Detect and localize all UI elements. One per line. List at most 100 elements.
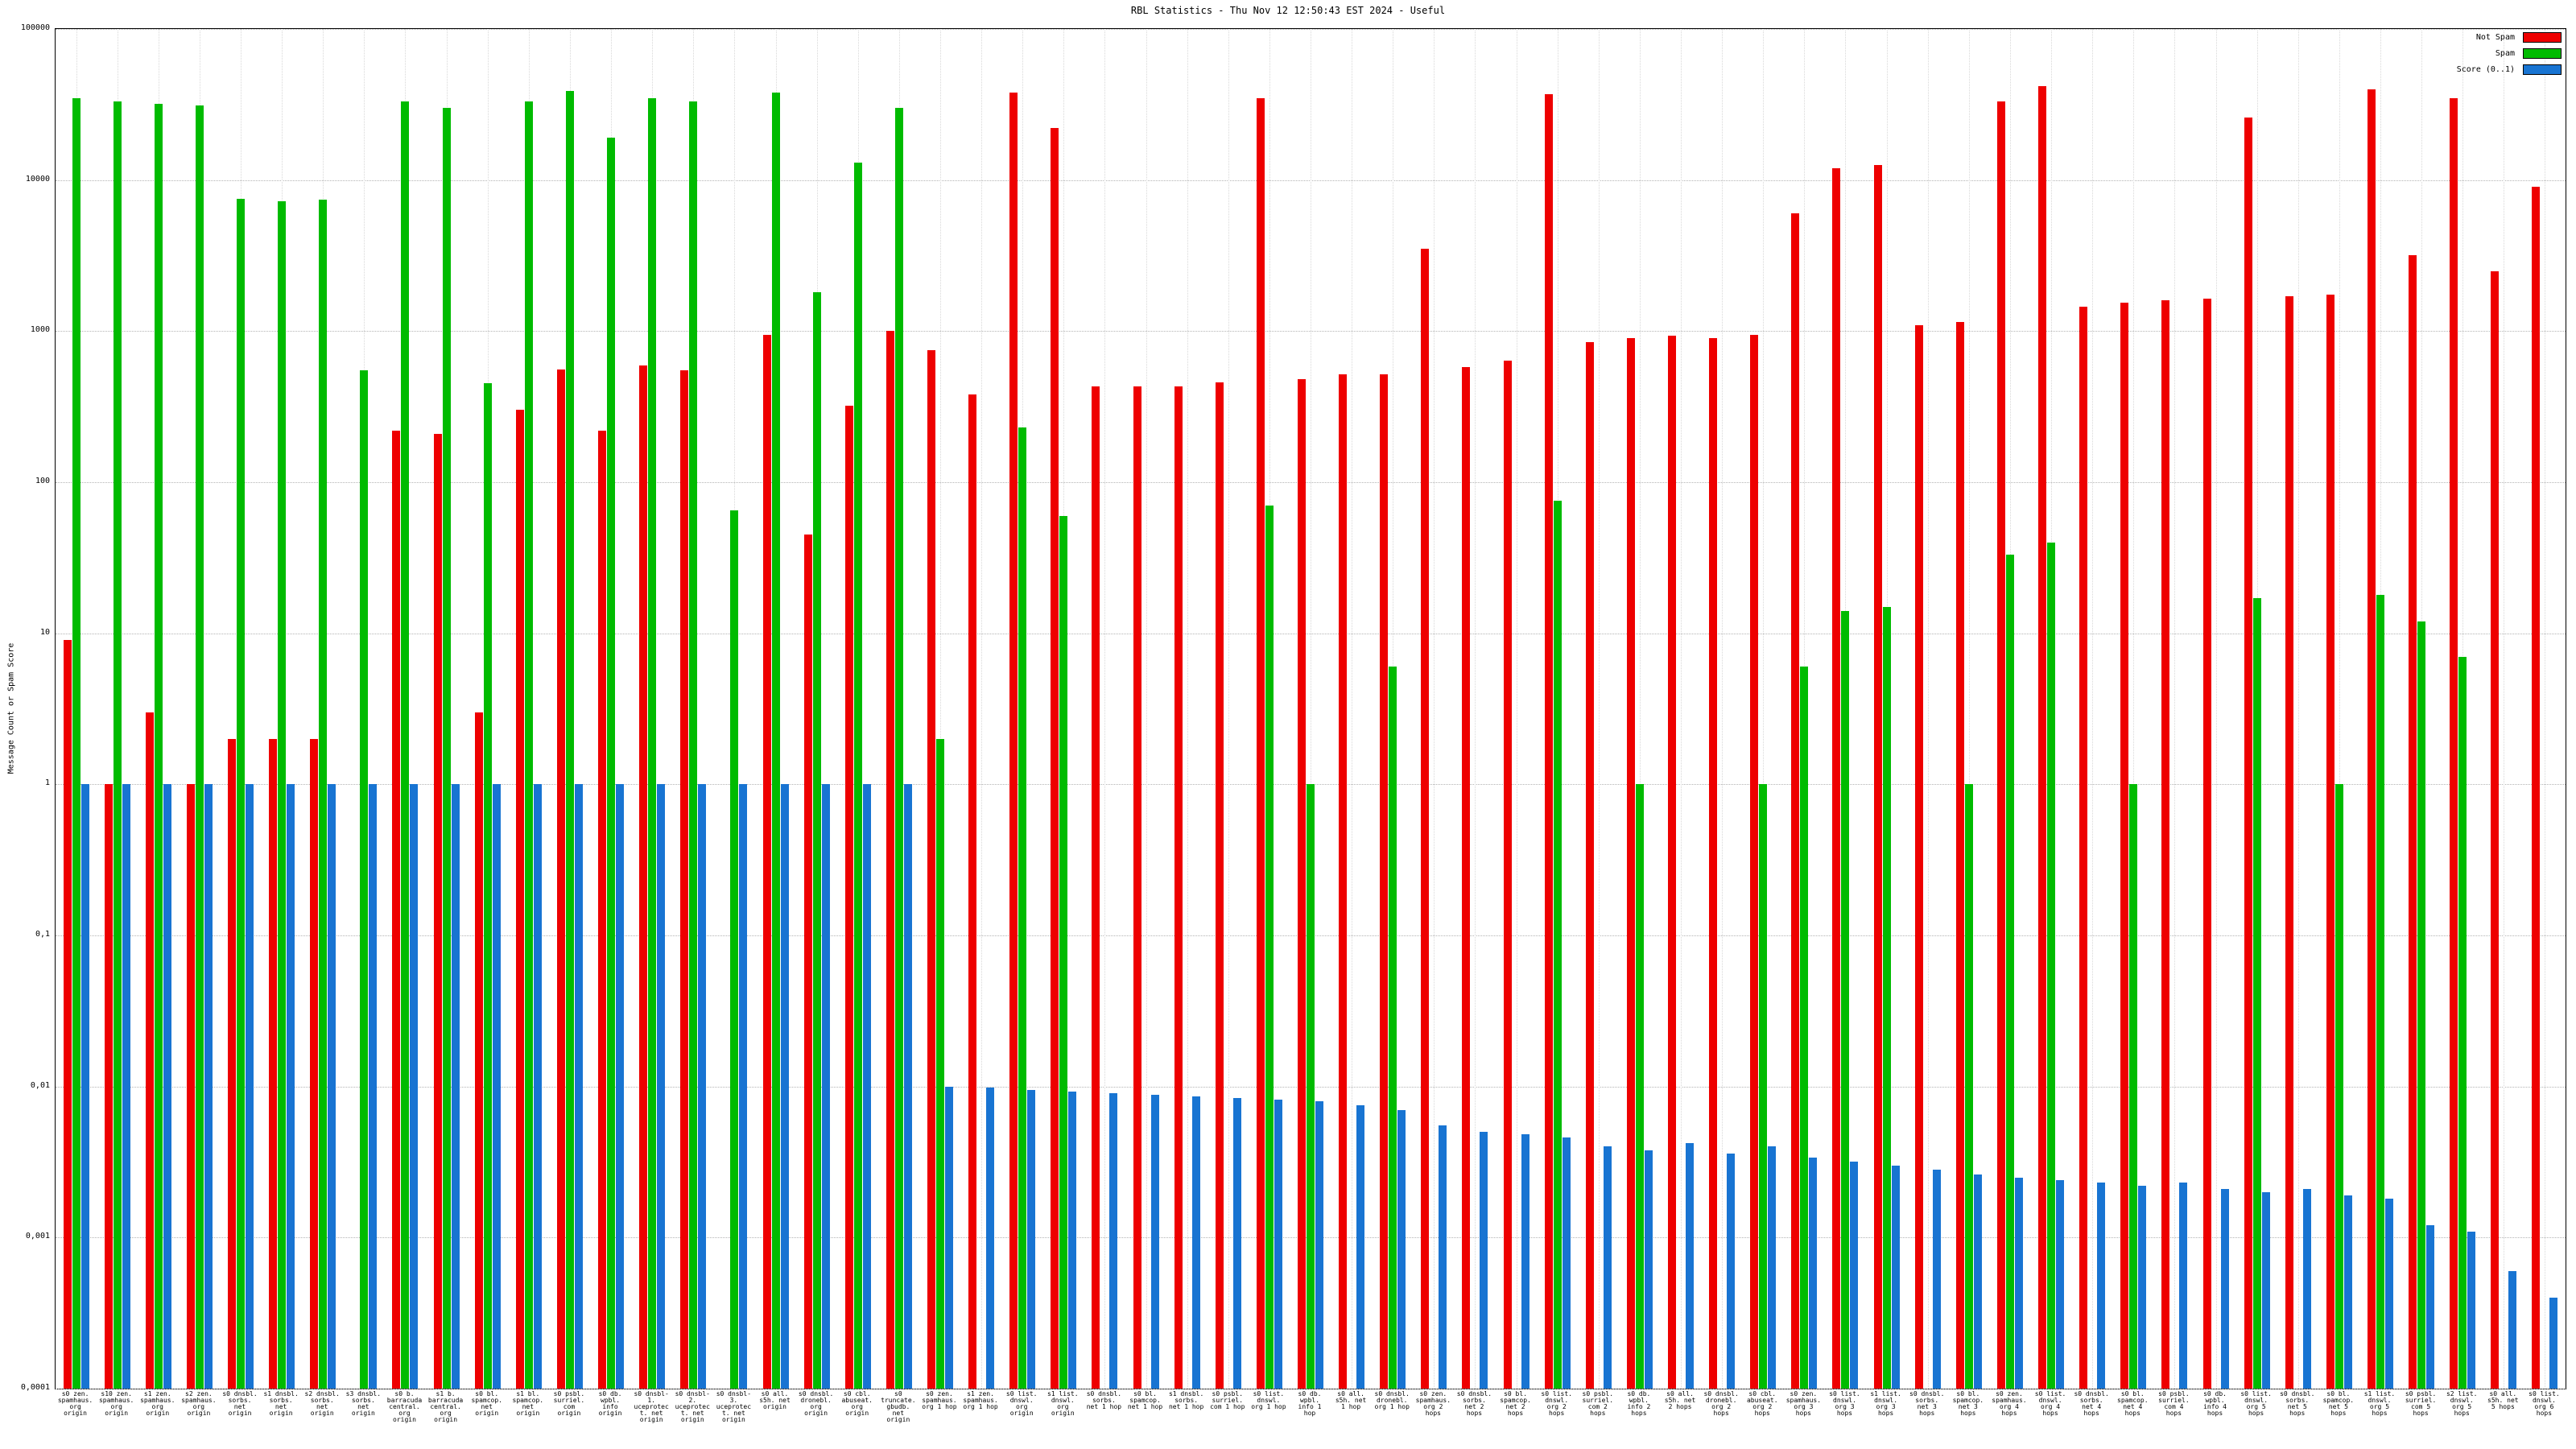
bar-not-spam [474, 712, 483, 1389]
bar-score [1068, 1092, 1077, 1389]
bar-not-spam [2038, 85, 2047, 1389]
x-tick-label: s0 psbl. surriel. com 2 hops [1582, 1390, 1614, 1417]
bar-score [80, 784, 89, 1389]
bar-score [246, 784, 254, 1389]
bar-not-spam [1133, 386, 1141, 1389]
bar-spam [2047, 542, 2056, 1389]
bar-spam [2334, 784, 2343, 1389]
x-tick-label: s1 dnsbl. sorbs. net origin [263, 1390, 299, 1417]
bar-not-spam [1256, 97, 1265, 1389]
bar-spam [1841, 611, 1850, 1389]
bar-not-spam [1832, 167, 1841, 1389]
v-gridline [939, 29, 941, 1389]
x-tick-label: s0 list. dnswl. org 3 hops [1829, 1390, 1860, 1417]
x-tick-label: s0 dnsbl-3. uceprotect. net origin [716, 1390, 752, 1423]
bar-spam [1059, 515, 1068, 1389]
v-gridline [1639, 29, 1641, 1389]
bar-score [2384, 1199, 2393, 1389]
v-gridline [2215, 29, 2217, 1389]
bar-score [2426, 1225, 2435, 1389]
bar-score [1315, 1100, 1323, 1389]
x-tick-label: s0 list. dnswl. org origin [1005, 1390, 1038, 1417]
bar-not-spam [63, 640, 72, 1389]
y-tick-label: 100 [35, 477, 50, 485]
bar-not-spam [2285, 296, 2293, 1389]
bar-not-spam [968, 394, 977, 1389]
v-gridline [2339, 29, 2340, 1389]
x-tick-label: s0 cbl. abuseat. org origin [841, 1390, 873, 1417]
x-tick-label: s0 bl. spamcop. net 4 hops [2117, 1390, 2149, 1417]
bar-not-spam [1380, 374, 1389, 1389]
bar-score [204, 784, 213, 1389]
bar-not-spam [803, 535, 812, 1389]
bar-score [1274, 1099, 1282, 1389]
bar-score [1439, 1125, 1447, 1389]
bar-not-spam [1791, 213, 1800, 1389]
x-tick-label: s1 list. dnswl. org 5 hops [2363, 1390, 2396, 1417]
bar-spam [730, 510, 739, 1389]
v-gridline [1228, 29, 1229, 1389]
bar-score [533, 784, 542, 1389]
bar-score [1644, 1150, 1653, 1389]
bar-not-spam [1503, 360, 1512, 1389]
v-gridline [1187, 29, 1188, 1389]
bar-spam [483, 383, 492, 1389]
bar-score [2261, 1191, 2270, 1389]
bar-not-spam [762, 334, 771, 1389]
bar-not-spam [1668, 336, 1677, 1389]
bar-score [1356, 1105, 1365, 1389]
bar-spam [2129, 784, 2138, 1389]
bar-score [1850, 1161, 1859, 1389]
bar-not-spam [886, 331, 894, 1389]
bar-spam [2417, 621, 2426, 1389]
v-gridline [1968, 29, 1970, 1389]
bar-score [2302, 1188, 2311, 1389]
bar-score [780, 784, 789, 1389]
bar-score [574, 784, 583, 1389]
bar-spam [648, 97, 657, 1389]
x-tick-label: s1 list. dnswl. org origin [1047, 1390, 1079, 1417]
bar-score [122, 784, 130, 1389]
bar-score [1891, 1165, 1900, 1389]
x-tick-label: s10 zen. spamhaus. org origin [98, 1390, 134, 1417]
bar-score [287, 784, 295, 1389]
x-tick-label: s0 dnsbl. sorbs. net 5 hops [2280, 1390, 2315, 1417]
bar-spam [319, 200, 328, 1389]
bar-not-spam [639, 365, 648, 1389]
y-tick-label: 0,1 [35, 930, 50, 939]
bar-not-spam [1174, 386, 1183, 1389]
bar-not-spam [2161, 300, 2170, 1389]
bar-not-spam [2491, 270, 2500, 1389]
bar-not-spam [1544, 94, 1553, 1389]
bar-not-spam [1215, 382, 1224, 1389]
x-tick-label: s3 dnsbl. sorbs. net origin [345, 1390, 382, 1417]
x-tick-label: s0 dnsbl. sorbs. net 2 hops [1456, 1390, 1492, 1417]
x-tick-label: s0 dnsbl. dronebl. org 1 hop [1374, 1390, 1410, 1410]
legend-entry-not-spam: Not Spam [2457, 32, 2562, 43]
x-tick-label: s0 psbl. surriel. com 4 hops [2158, 1390, 2190, 1417]
bar-not-spam [844, 406, 853, 1389]
v-gridline [1763, 29, 1765, 1389]
bar-spam [1018, 427, 1027, 1389]
bar-not-spam [1339, 374, 1348, 1389]
bar-score [1191, 1096, 1200, 1389]
bar-not-spam [228, 738, 237, 1389]
bar-not-spam [310, 738, 319, 1389]
y-tick-label: 0,001 [25, 1232, 50, 1241]
bar-not-spam [1462, 366, 1471, 1389]
bar-score [2467, 1231, 2476, 1389]
x-tick-label: s0 zen. spamhaus. org 1 hop [922, 1390, 957, 1410]
bar-spam [1307, 784, 1315, 1389]
x-tick-label: s2 zen. spamhaus. org origin [181, 1390, 217, 1417]
bar-spam [237, 199, 246, 1389]
v-gridline [2092, 29, 2094, 1389]
bar-not-spam [1750, 334, 1759, 1389]
bar-not-spam [2409, 254, 2417, 1389]
x-tick-label: s2 dnsbl. sorbs. net origin [304, 1390, 340, 1417]
bar-not-spam [1626, 337, 1635, 1389]
bar-spam [2376, 594, 2384, 1389]
bar-spam [1964, 784, 1973, 1389]
bar-not-spam [1009, 92, 1018, 1389]
bar-score [1232, 1097, 1241, 1389]
